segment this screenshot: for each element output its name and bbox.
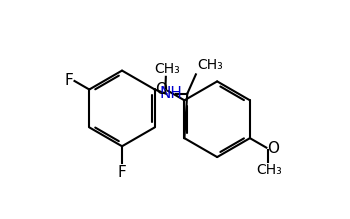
Text: F: F bbox=[64, 74, 73, 88]
Text: F: F bbox=[118, 165, 126, 180]
Text: NH: NH bbox=[160, 86, 182, 101]
Text: CH₃: CH₃ bbox=[197, 58, 223, 72]
Text: O: O bbox=[155, 82, 167, 97]
Text: CH₃: CH₃ bbox=[257, 163, 282, 177]
Text: O: O bbox=[267, 141, 279, 156]
Text: CH₃: CH₃ bbox=[154, 62, 180, 76]
